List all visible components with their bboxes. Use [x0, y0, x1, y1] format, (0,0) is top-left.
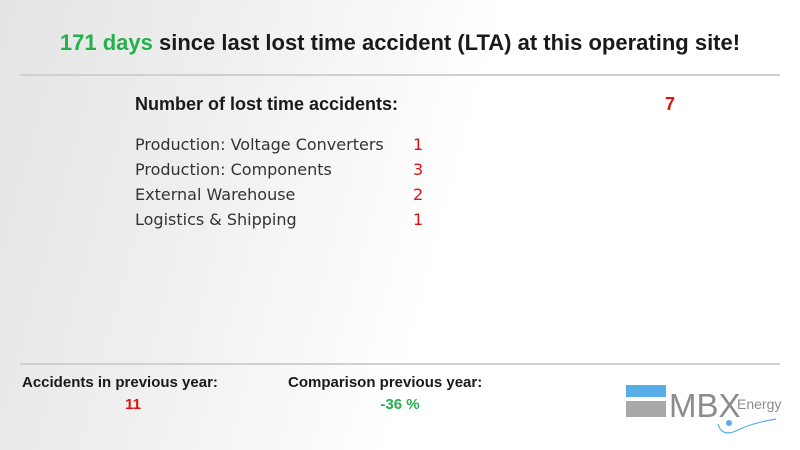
logo-brand-main: MBX: [669, 387, 741, 424]
logo-blue-bar: [626, 385, 666, 397]
breakdown-row-label: Production: Components: [135, 160, 332, 179]
bottom-divider: [20, 363, 780, 365]
breakdown-row-value: 3: [413, 160, 424, 179]
page-title: 171 days since last lost time accident (…: [0, 30, 800, 56]
comparison-label: Comparison previous year:: [288, 374, 483, 391]
previous-year-label: Accidents in previous year:: [22, 374, 218, 391]
breakdown-row-label: External Warehouse: [135, 185, 296, 204]
logo-gray-bar: [626, 401, 666, 417]
logo-graphic: MBX Energy: [626, 385, 781, 434]
logo-brand-sub: Energy: [737, 396, 781, 412]
top-divider: [20, 74, 780, 76]
comparison-block: Comparison previous year: -36 %: [288, 374, 512, 413]
breakdown-row-value: 2: [413, 185, 424, 204]
breakdown-row-label: Production: Voltage Converters: [135, 135, 384, 154]
page-title-text: since last lost time accident (LTA) at t…: [152, 30, 741, 55]
breakdown-row-value: 1: [413, 135, 424, 154]
breakdown-row-value: 1: [413, 210, 424, 229]
previous-year-value: 11: [125, 396, 141, 413]
comparison-value: -36 %: [380, 396, 420, 413]
mbx-energy-logo: MBX Energy: [626, 380, 786, 436]
days-since-lta: 171 days: [59, 30, 153, 55]
previous-year-block: Accidents in previous year: 11: [22, 374, 246, 413]
logo-swoosh: [717, 418, 777, 434]
total-accidents-value: 7: [665, 94, 676, 114]
breakdown-row-label: Logistics & Shipping: [135, 210, 297, 229]
total-accidents-label: Number of lost time accidents:: [135, 94, 399, 114]
logo-dot: [726, 420, 732, 426]
